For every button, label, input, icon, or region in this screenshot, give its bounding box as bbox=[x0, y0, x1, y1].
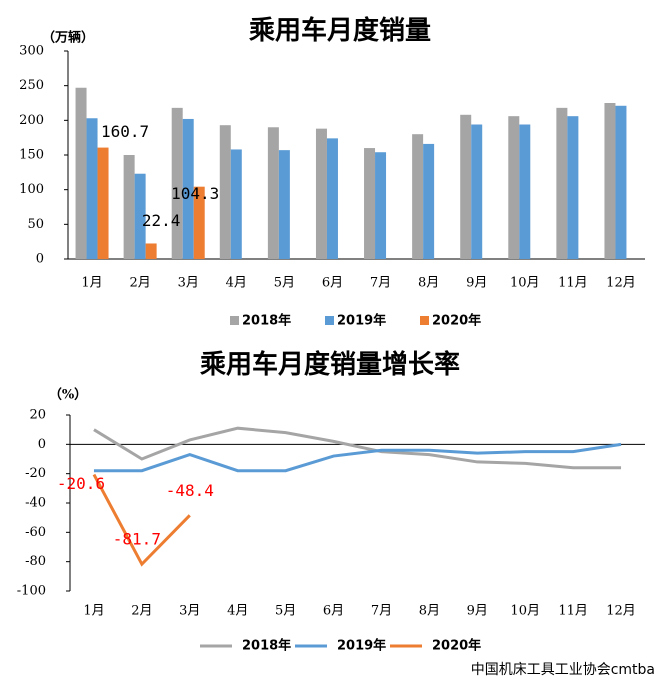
bar bbox=[556, 107, 568, 259]
bar bbox=[615, 105, 627, 259]
bar bbox=[171, 107, 183, 259]
data-label: -81.7 bbox=[113, 530, 161, 549]
y-tick-label: 0 bbox=[38, 437, 46, 452]
legend-label: 2019年 bbox=[337, 313, 386, 329]
bar bbox=[604, 103, 616, 259]
y-tick-label: 0 bbox=[36, 252, 44, 267]
bar bbox=[145, 243, 157, 259]
y-tick-label: 100 bbox=[19, 182, 44, 197]
bar bbox=[519, 124, 531, 259]
line bbox=[93, 426, 622, 470]
bar bbox=[460, 114, 472, 259]
line bbox=[93, 442, 622, 473]
x-tick-label: 9月 bbox=[466, 276, 487, 291]
x-tick-label: 10月 bbox=[510, 604, 540, 619]
bar bbox=[86, 118, 98, 260]
y-tick-label: 250 bbox=[19, 78, 44, 93]
bar bbox=[97, 147, 109, 259]
legend-label: 2020年 bbox=[432, 313, 481, 329]
bar bbox=[123, 155, 135, 259]
y-tick-label: -60 bbox=[25, 525, 46, 540]
chart-title: 乘用车月度销量 bbox=[248, 15, 431, 46]
y-tick-label: 150 bbox=[19, 148, 44, 163]
legend-label: 2018年 bbox=[242, 638, 291, 654]
y-tick-label: 200 bbox=[19, 113, 44, 128]
bar bbox=[267, 127, 279, 260]
x-tick-label: 8月 bbox=[418, 276, 439, 291]
legend-swatch bbox=[420, 316, 429, 325]
unit-label: （万辆） bbox=[42, 30, 94, 46]
bar bbox=[278, 150, 290, 259]
line bbox=[92, 473, 191, 567]
y-tick-label: 50 bbox=[27, 217, 44, 232]
x-tick-label: 8月 bbox=[419, 604, 440, 619]
bar bbox=[326, 138, 338, 259]
bar bbox=[423, 143, 435, 259]
bar bbox=[412, 134, 424, 259]
x-tick-label: 7月 bbox=[370, 276, 391, 291]
bar bbox=[567, 116, 579, 259]
bar bbox=[471, 124, 483, 259]
data-label: 160.7 bbox=[101, 122, 149, 141]
legend-swatch bbox=[230, 316, 239, 325]
y-tick-label: -100 bbox=[17, 584, 46, 599]
legend-swatch bbox=[325, 316, 334, 325]
legend-label: 2019年 bbox=[337, 638, 386, 654]
legend-label: 2018年 bbox=[242, 313, 291, 329]
x-tick-label: 12月 bbox=[606, 276, 636, 291]
x-tick-label: 12月 bbox=[606, 604, 636, 619]
x-tick-label: 6月 bbox=[323, 604, 344, 619]
y-tick-label: 20 bbox=[29, 408, 46, 423]
x-tick-label: 2月 bbox=[131, 604, 152, 619]
bar bbox=[508, 116, 520, 259]
data-label: -20.6 bbox=[57, 474, 105, 493]
x-tick-label: 10月 bbox=[510, 276, 540, 291]
bar bbox=[75, 87, 87, 259]
x-tick-label: 6月 bbox=[322, 276, 343, 291]
bar bbox=[182, 118, 194, 260]
x-tick-label: 5月 bbox=[274, 276, 295, 291]
x-tick-label: 4月 bbox=[227, 604, 248, 619]
x-tick-label: 3月 bbox=[178, 276, 199, 291]
bar bbox=[315, 128, 327, 259]
bar bbox=[375, 152, 387, 259]
x-tick-label: 4月 bbox=[226, 276, 247, 291]
x-tick-label: 9月 bbox=[467, 604, 488, 619]
bar bbox=[193, 186, 205, 259]
legend-label: 2020年 bbox=[432, 638, 481, 654]
chart-title: 乘用车月度销量增长率 bbox=[199, 349, 460, 380]
unit-label: （%） bbox=[49, 387, 87, 403]
bar bbox=[219, 125, 231, 259]
data-label: -48.4 bbox=[166, 481, 214, 500]
x-tick-label: 1月 bbox=[81, 276, 102, 291]
bar bbox=[230, 149, 242, 259]
y-tick-label: 300 bbox=[19, 44, 44, 59]
y-tick-label: -20 bbox=[25, 466, 46, 481]
y-tick-label: -80 bbox=[25, 554, 46, 569]
data-label: 104.3 bbox=[171, 184, 219, 203]
x-tick-label: 5月 bbox=[275, 604, 296, 619]
y-tick-label: -40 bbox=[25, 496, 46, 511]
x-tick-label: 1月 bbox=[83, 604, 104, 619]
x-tick-label: 11月 bbox=[558, 276, 588, 291]
x-tick-label: 7月 bbox=[371, 604, 392, 619]
bar bbox=[134, 173, 146, 259]
bar bbox=[364, 148, 376, 259]
x-tick-label: 3月 bbox=[179, 604, 200, 619]
x-tick-label: 11月 bbox=[558, 604, 588, 619]
watermark: 中国机床工具工业协会cmtba bbox=[471, 662, 655, 678]
x-tick-label: 2月 bbox=[129, 276, 150, 291]
data-label: 22.4 bbox=[142, 211, 181, 230]
